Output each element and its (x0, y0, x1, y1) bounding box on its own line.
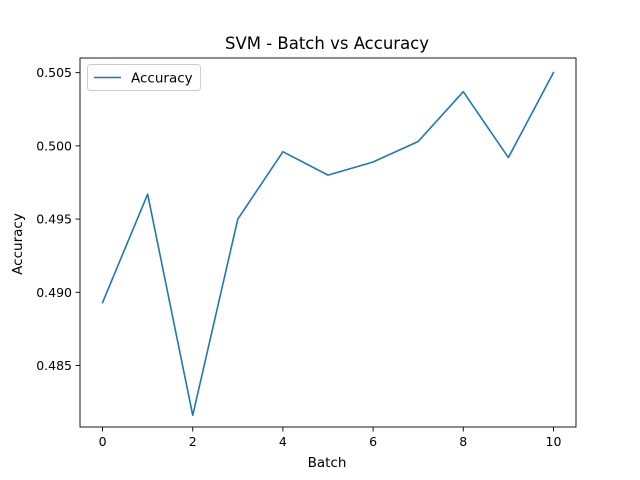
y-axis-label: Accuracy (10, 213, 26, 275)
legend-box (87, 64, 201, 91)
y-tick-label: 0.505 (36, 65, 72, 80)
axes-frame (79, 57, 577, 428)
chart-title: SVM - Batch vs Accuracy (225, 34, 429, 53)
legend: Accuracy (87, 64, 201, 91)
y-tick-label: 0.485 (36, 358, 72, 373)
x-tick-label: 0 (99, 434, 107, 449)
x-axis-label: Batch (308, 455, 347, 471)
x-tick-label: 4 (279, 434, 287, 449)
x-tick-label: 6 (369, 434, 377, 449)
x-tick-label: 8 (459, 434, 467, 449)
x-tick-label: 2 (189, 434, 197, 449)
y-tick-label: 0.495 (36, 212, 72, 227)
series-line (101, 71, 555, 417)
x-tick-label: 10 (546, 434, 562, 449)
y-tick-label: 0.500 (36, 138, 72, 153)
y-tick-label: 0.490 (36, 285, 72, 300)
plot-area: 0 2 4 6 8 10 0.485 0.490 0.495 0.500 0.505 Accuracy (36, 57, 577, 449)
legend-label: Accuracy (131, 71, 193, 87)
